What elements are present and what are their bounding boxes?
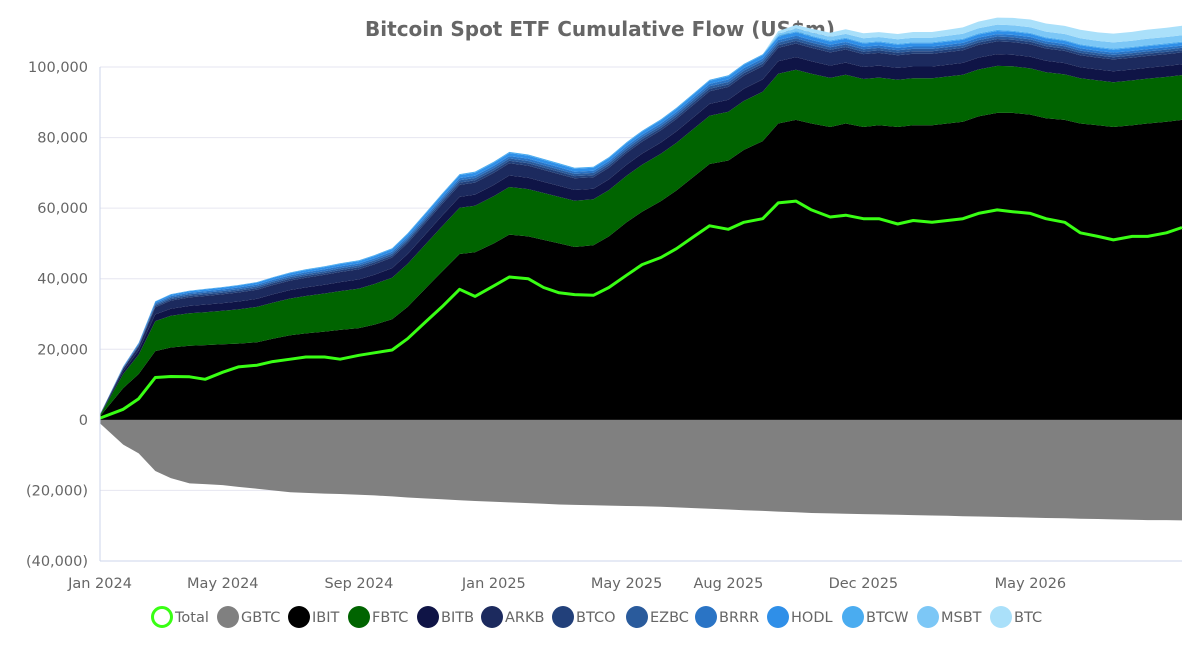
legend-item-total[interactable]: Total (151, 606, 209, 628)
legend-marker (348, 606, 370, 628)
legend-label: BTCW (866, 610, 908, 626)
legend-item-gbtc[interactable]: GBTC (217, 606, 280, 628)
axes (99, 67, 1182, 562)
y-tick-label: (20,000) (26, 483, 88, 499)
x-tick-label: Aug 2025 (693, 576, 763, 592)
legend-item-btco[interactable]: BTCO (552, 606, 616, 628)
legend-item-hodl[interactable]: HODL (767, 606, 833, 628)
chart-title: Bitcoin Spot ETF Cumulative Flow (US$m) (365, 17, 835, 41)
x-tick-label: May 2026 (995, 576, 1067, 592)
legend-label: FBTC (372, 610, 408, 626)
legend-label: GBTC (241, 610, 280, 626)
area-gbtc (100, 419, 1182, 521)
legend-label: MSBT (941, 610, 982, 626)
area-fbtc (100, 65, 1182, 417)
legend-marker (151, 606, 173, 628)
legend-label: HODL (791, 610, 833, 626)
y-tick-label: 20,000 (37, 342, 88, 358)
x-tick-label: May 2024 (187, 576, 259, 592)
legend-marker (695, 606, 717, 628)
legend-item-bitb[interactable]: BITB (417, 606, 474, 628)
line-total (99, 199, 1183, 420)
legend-label: BRRR (719, 610, 759, 626)
legend-marker (481, 606, 503, 628)
legend-label: BTCO (576, 610, 616, 626)
legend-label: ARKB (505, 610, 544, 626)
x-tick-label: Dec 2025 (829, 576, 899, 592)
legend-item-ibit[interactable]: IBIT (288, 606, 340, 628)
legend-marker (767, 606, 789, 628)
legend-item-brrr[interactable]: BRRR (695, 606, 759, 628)
y-tick-label: 0 (79, 413, 88, 429)
stacked-areas (100, 17, 1182, 521)
legend-label: IBIT (312, 610, 340, 626)
legend-item-arkb[interactable]: ARKB (481, 606, 544, 628)
y-tick-label: (40,000) (26, 554, 88, 570)
legend-label: BITB (441, 610, 474, 626)
legend-label: EZBC (650, 610, 689, 626)
legend-label: Total (174, 610, 209, 626)
legend-item-ezbc[interactable]: EZBC (626, 606, 689, 628)
legend-item-msbt[interactable]: MSBT (917, 606, 982, 628)
legend-marker (288, 606, 310, 628)
legend-marker (417, 606, 439, 628)
legend: Total GBTC IBIT FBTC BITB ARKB BTCO EZBC BRRR HOD… (151, 606, 1042, 628)
legend-marker (552, 606, 574, 628)
series-lines (99, 199, 1183, 420)
legend-marker (626, 606, 648, 628)
legend-item-btc[interactable]: BTC (990, 606, 1042, 628)
x-tick-label: Jan 2024 (67, 576, 132, 592)
legend-marker (217, 606, 239, 628)
y-tick-label: 80,000 (37, 131, 88, 147)
legend-item-btcw[interactable]: BTCW (842, 606, 908, 628)
x-tick-label: May 2025 (591, 576, 663, 592)
y-tick-label: 40,000 (37, 272, 88, 288)
x-axis-ticks: Jan 2024 May 2024 Sep 2024 Jan 2025 May 2025… (67, 576, 1066, 592)
y-axis-ticks: 100,000 80,000 60,000 40,000 20,000 0 (20,000)… (26, 60, 88, 570)
y-tick-label: 100,000 (28, 60, 88, 76)
legend-marker (917, 606, 939, 628)
legend-marker (842, 606, 864, 628)
y-tick-label: 60,000 (37, 201, 88, 217)
legend-marker (990, 606, 1012, 628)
legend-label: BTC (1014, 610, 1042, 626)
legend-item-fbtc[interactable]: FBTC (348, 606, 408, 628)
x-tick-label: Jan 2025 (461, 576, 526, 592)
x-tick-label: Sep 2024 (324, 576, 393, 592)
